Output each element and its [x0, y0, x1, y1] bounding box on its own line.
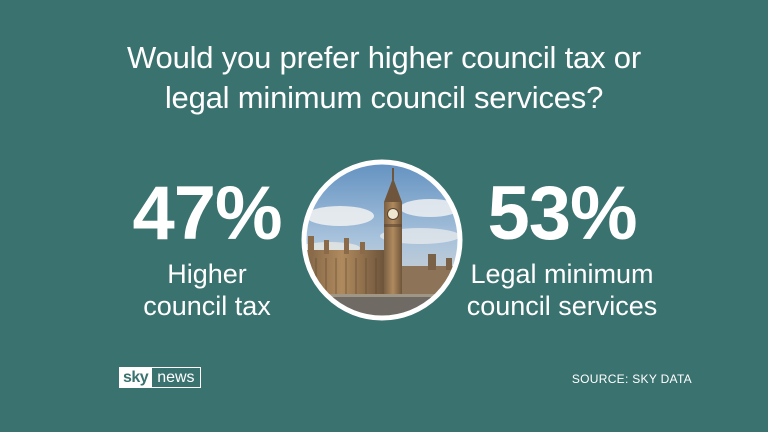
title-line-2: legal minimum council services?	[164, 80, 604, 115]
logo-news: news	[152, 367, 201, 388]
stat-label-line: council tax	[143, 291, 271, 321]
chart-title: Would you prefer higher council tax or l…	[0, 38, 768, 118]
source-credit: SOURCE: SKY DATA	[571, 372, 692, 386]
stat-higher-council-tax: 47% Higher council tax	[77, 172, 337, 322]
logo-sky: sky	[119, 367, 153, 388]
stat-label-higher-council-tax: Higher council tax	[77, 258, 337, 322]
title-line-1: Would you prefer higher council tax or	[127, 40, 641, 75]
stat-value-legal-minimum-services: 53%	[487, 171, 637, 256]
stat-label-legal-minimum-services: Legal minimum council services	[432, 258, 692, 322]
stat-label-line: Legal minimum	[470, 259, 654, 289]
stat-label-line: Higher	[167, 259, 247, 289]
stat-legal-minimum-services: 53% Legal minimum council services	[432, 172, 692, 322]
stat-value-higher-council-tax: 47%	[132, 171, 282, 256]
stat-label-line: council services	[466, 291, 658, 321]
sky-news-logo: sky news	[119, 367, 201, 388]
westminster-big-ben-photo	[301, 159, 463, 321]
